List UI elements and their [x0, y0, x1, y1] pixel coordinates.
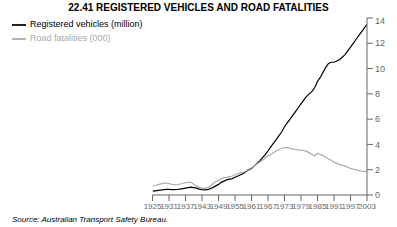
svg-text:14: 14	[375, 16, 385, 26]
svg-text:2: 2	[375, 165, 380, 175]
svg-text:12: 12	[375, 38, 385, 48]
html-text:Road fatalities (000): Road fatalities (000)	[30, 33, 111, 44]
svg-text:10: 10	[375, 64, 385, 74]
svg-text:6: 6	[375, 114, 380, 124]
svg-text:0: 0	[375, 190, 380, 200]
svg-text:2003: 2003	[358, 202, 376, 211]
html-text:22.41 REGISTERED VEHICLES AND: 22.41 REGISTERED VEHICLES AND ROAD FATAL…	[68, 2, 329, 13]
svg-text:8: 8	[375, 89, 380, 99]
html-text:1925 1931 1937 1943 1949 1955: 1925 1931 1937 1943 1949 1955 1961 1967 …	[143, 201, 360, 211]
html-text:Source: Australian Transport S: Source: Australian Transport Safety Bure…	[12, 215, 169, 224]
svg-text:4: 4	[375, 140, 380, 150]
html-text:Registered vehicles (million): Registered vehicles (million)	[30, 19, 143, 30]
